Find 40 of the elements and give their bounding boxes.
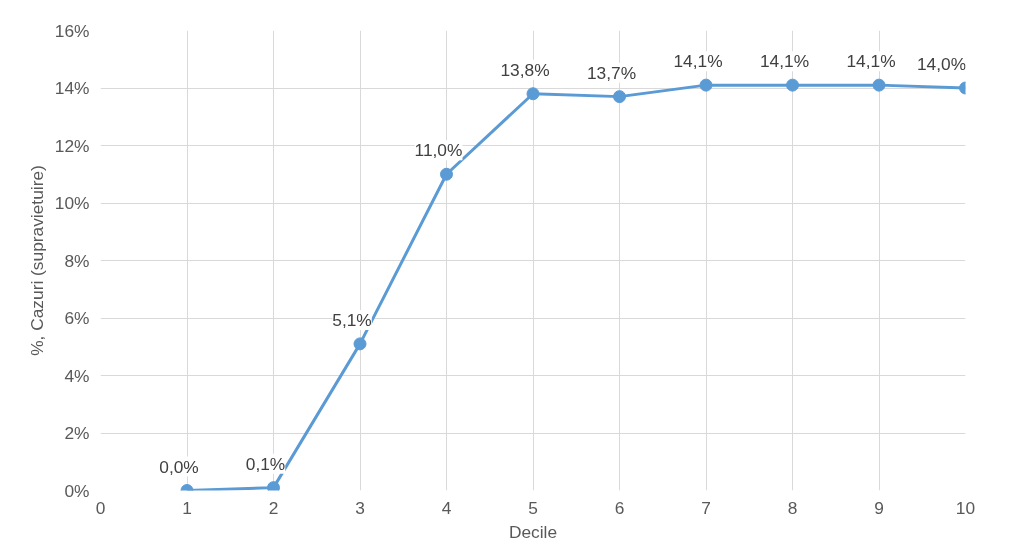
y-tick-label: 10%: [54, 193, 90, 213]
data-label: 11,0%: [414, 140, 463, 161]
point: [267, 481, 280, 491]
x-tick-label: 6: [614, 497, 625, 518]
x-tick-label: 5: [528, 497, 538, 518]
y-tick-label: 12%: [54, 135, 90, 156]
data-label: 14,1%: [846, 51, 896, 72]
data-label: 13,7%: [586, 62, 637, 83]
data-label: 0,1%: [245, 453, 286, 474]
x-tick-label: 10: [955, 497, 976, 518]
y-axis-title: %, Cazuri (supravietuire): [26, 165, 47, 356]
x-tick-label: 9: [874, 497, 884, 518]
y-tick-label: 8%: [64, 250, 90, 271]
x-tick-label: 4: [441, 497, 452, 518]
x-tick-label: 1: [182, 497, 192, 518]
point: [786, 78, 799, 92]
data-label: 0,0%: [159, 456, 199, 477]
point: [440, 167, 453, 181]
y-tick-label: 4%: [64, 365, 90, 386]
point: [613, 90, 626, 104]
x-tick-label: 7: [701, 497, 711, 518]
x-tick-label: 3: [355, 497, 365, 518]
y-tick-label: 14%: [54, 78, 90, 98]
data-label: 14,1%: [759, 51, 810, 72]
data-label: 14,1%: [673, 51, 723, 72]
x-tick-label: 0: [95, 497, 106, 518]
point: [526, 87, 540, 101]
x-tick-label: 2: [268, 497, 279, 518]
point: [353, 337, 367, 351]
y-tick-label: 6%: [64, 308, 90, 328]
x-axis-title: Decile: [508, 521, 558, 542]
y-tick-label: 2%: [64, 423, 90, 443]
point: [699, 78, 713, 92]
data-label: 14,0%: [916, 54, 967, 74]
data-label: 13,8%: [500, 59, 550, 80]
y-tick-label: 16%: [54, 20, 90, 41]
data-label: 5,1%: [332, 309, 372, 330]
y-tick-label: 0%: [64, 480, 90, 501]
x-tick-label: 8: [787, 497, 798, 518]
point: [872, 78, 886, 92]
